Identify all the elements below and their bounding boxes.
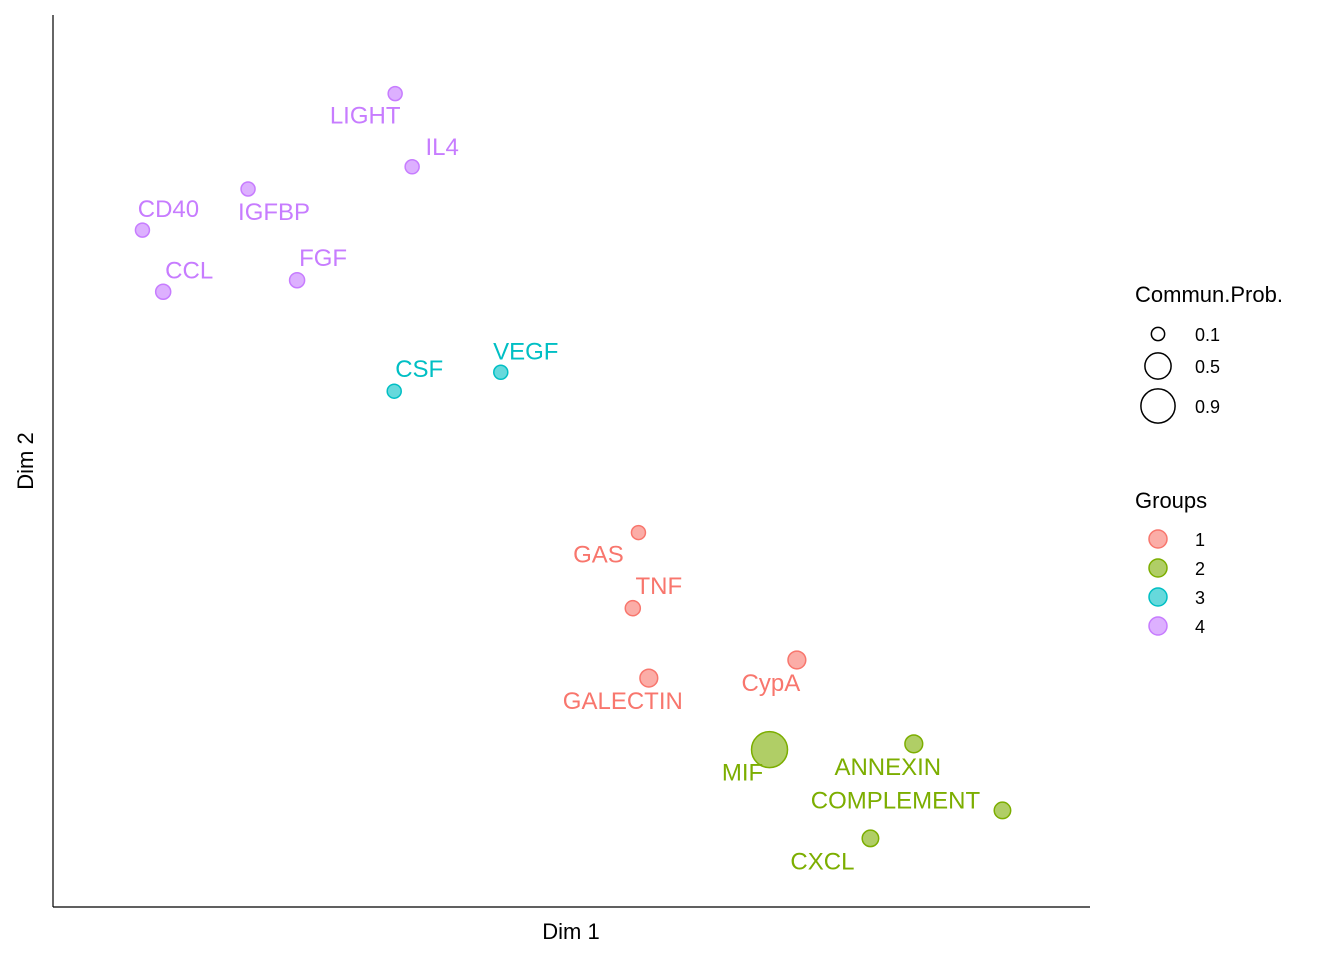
point-label-cd40: CD40 [138, 196, 199, 223]
point-ccl [154, 283, 172, 301]
groups-legend-title: Groups [1135, 488, 1207, 513]
size-legend-key-0-1 [1150, 326, 1166, 342]
point-label-complement: COMPLEMENT [811, 787, 981, 814]
point-label-igfbp: IGFBP [238, 199, 310, 226]
point-cxcl [861, 829, 880, 848]
points-layer [134, 85, 1012, 848]
point-light [387, 85, 403, 102]
groups-legend-key-3 [1148, 587, 1168, 607]
size-legend-key-0-5 [1144, 352, 1172, 380]
point-igfbp [240, 181, 256, 197]
point-complement [993, 801, 1012, 820]
size-legend-label: 0.9 [1195, 397, 1220, 417]
point-label-cypa: CypA [742, 670, 801, 697]
point-label-annexin: ANNEXIN [834, 754, 941, 781]
point-label-vegf: VEGF [493, 338, 558, 365]
point-vegf [493, 364, 509, 381]
point-label-light: LIGHT [330, 103, 401, 130]
point-tnf [624, 599, 642, 617]
point-il4 [404, 159, 420, 175]
groups-legend-key-2 [1148, 558, 1168, 578]
size-legend: Commun.Prob. 0.1 0.5 0.9 [1135, 282, 1283, 424]
point-galectin [639, 668, 659, 688]
groups-legend-label-2: 2 [1195, 559, 1205, 579]
point-label-gas: GAS [573, 542, 624, 569]
point-mif [750, 730, 789, 769]
point-label-csf: CSF [395, 356, 443, 383]
point-cd40 [134, 222, 151, 238]
point-label-mif: MIF [722, 760, 763, 787]
point-label-fgf: FGF [299, 245, 347, 272]
point-annexin [904, 734, 924, 754]
groups-legend-label-3: 3 [1195, 588, 1205, 608]
point-labels-layer: LIGHT IL4 IGFBP CD40 CCL FGF CSF VEGF GAS TNF GALE… [138, 103, 981, 876]
groups-legend-label-1: 1 [1195, 530, 1205, 550]
point-label-ccl: CCL [165, 258, 213, 285]
point-label-il4: IL4 [425, 134, 458, 161]
x-axis-title: Dim 1 [542, 919, 599, 944]
plot-area: LIGHT IL4 IGFBP CD40 CCL FGF CSF VEGF GAS TNF GALE… [52, 15, 1090, 908]
point-label-tnf: TNF [635, 573, 682, 600]
groups-legend-key-1 [1148, 529, 1168, 549]
groups-legend-label-4: 4 [1195, 617, 1205, 637]
point-cypa [787, 650, 807, 670]
y-axis-title: Dim 2 [13, 432, 38, 489]
point-fgf [288, 271, 306, 289]
point-label-galectin: GALECTIN [563, 688, 683, 715]
size-legend-label: 0.5 [1195, 357, 1220, 377]
groups-legend-key-4 [1148, 616, 1168, 636]
size-legend-label: 0.1 [1195, 325, 1220, 345]
size-legend-key-0-9 [1140, 388, 1176, 424]
point-gas [630, 524, 647, 541]
point-label-cxcl: CXCL [790, 848, 854, 875]
groups-legend: Groups 1 2 3 4 [1135, 488, 1207, 637]
size-legend-title: Commun.Prob. [1135, 282, 1283, 307]
point-csf [386, 383, 402, 399]
